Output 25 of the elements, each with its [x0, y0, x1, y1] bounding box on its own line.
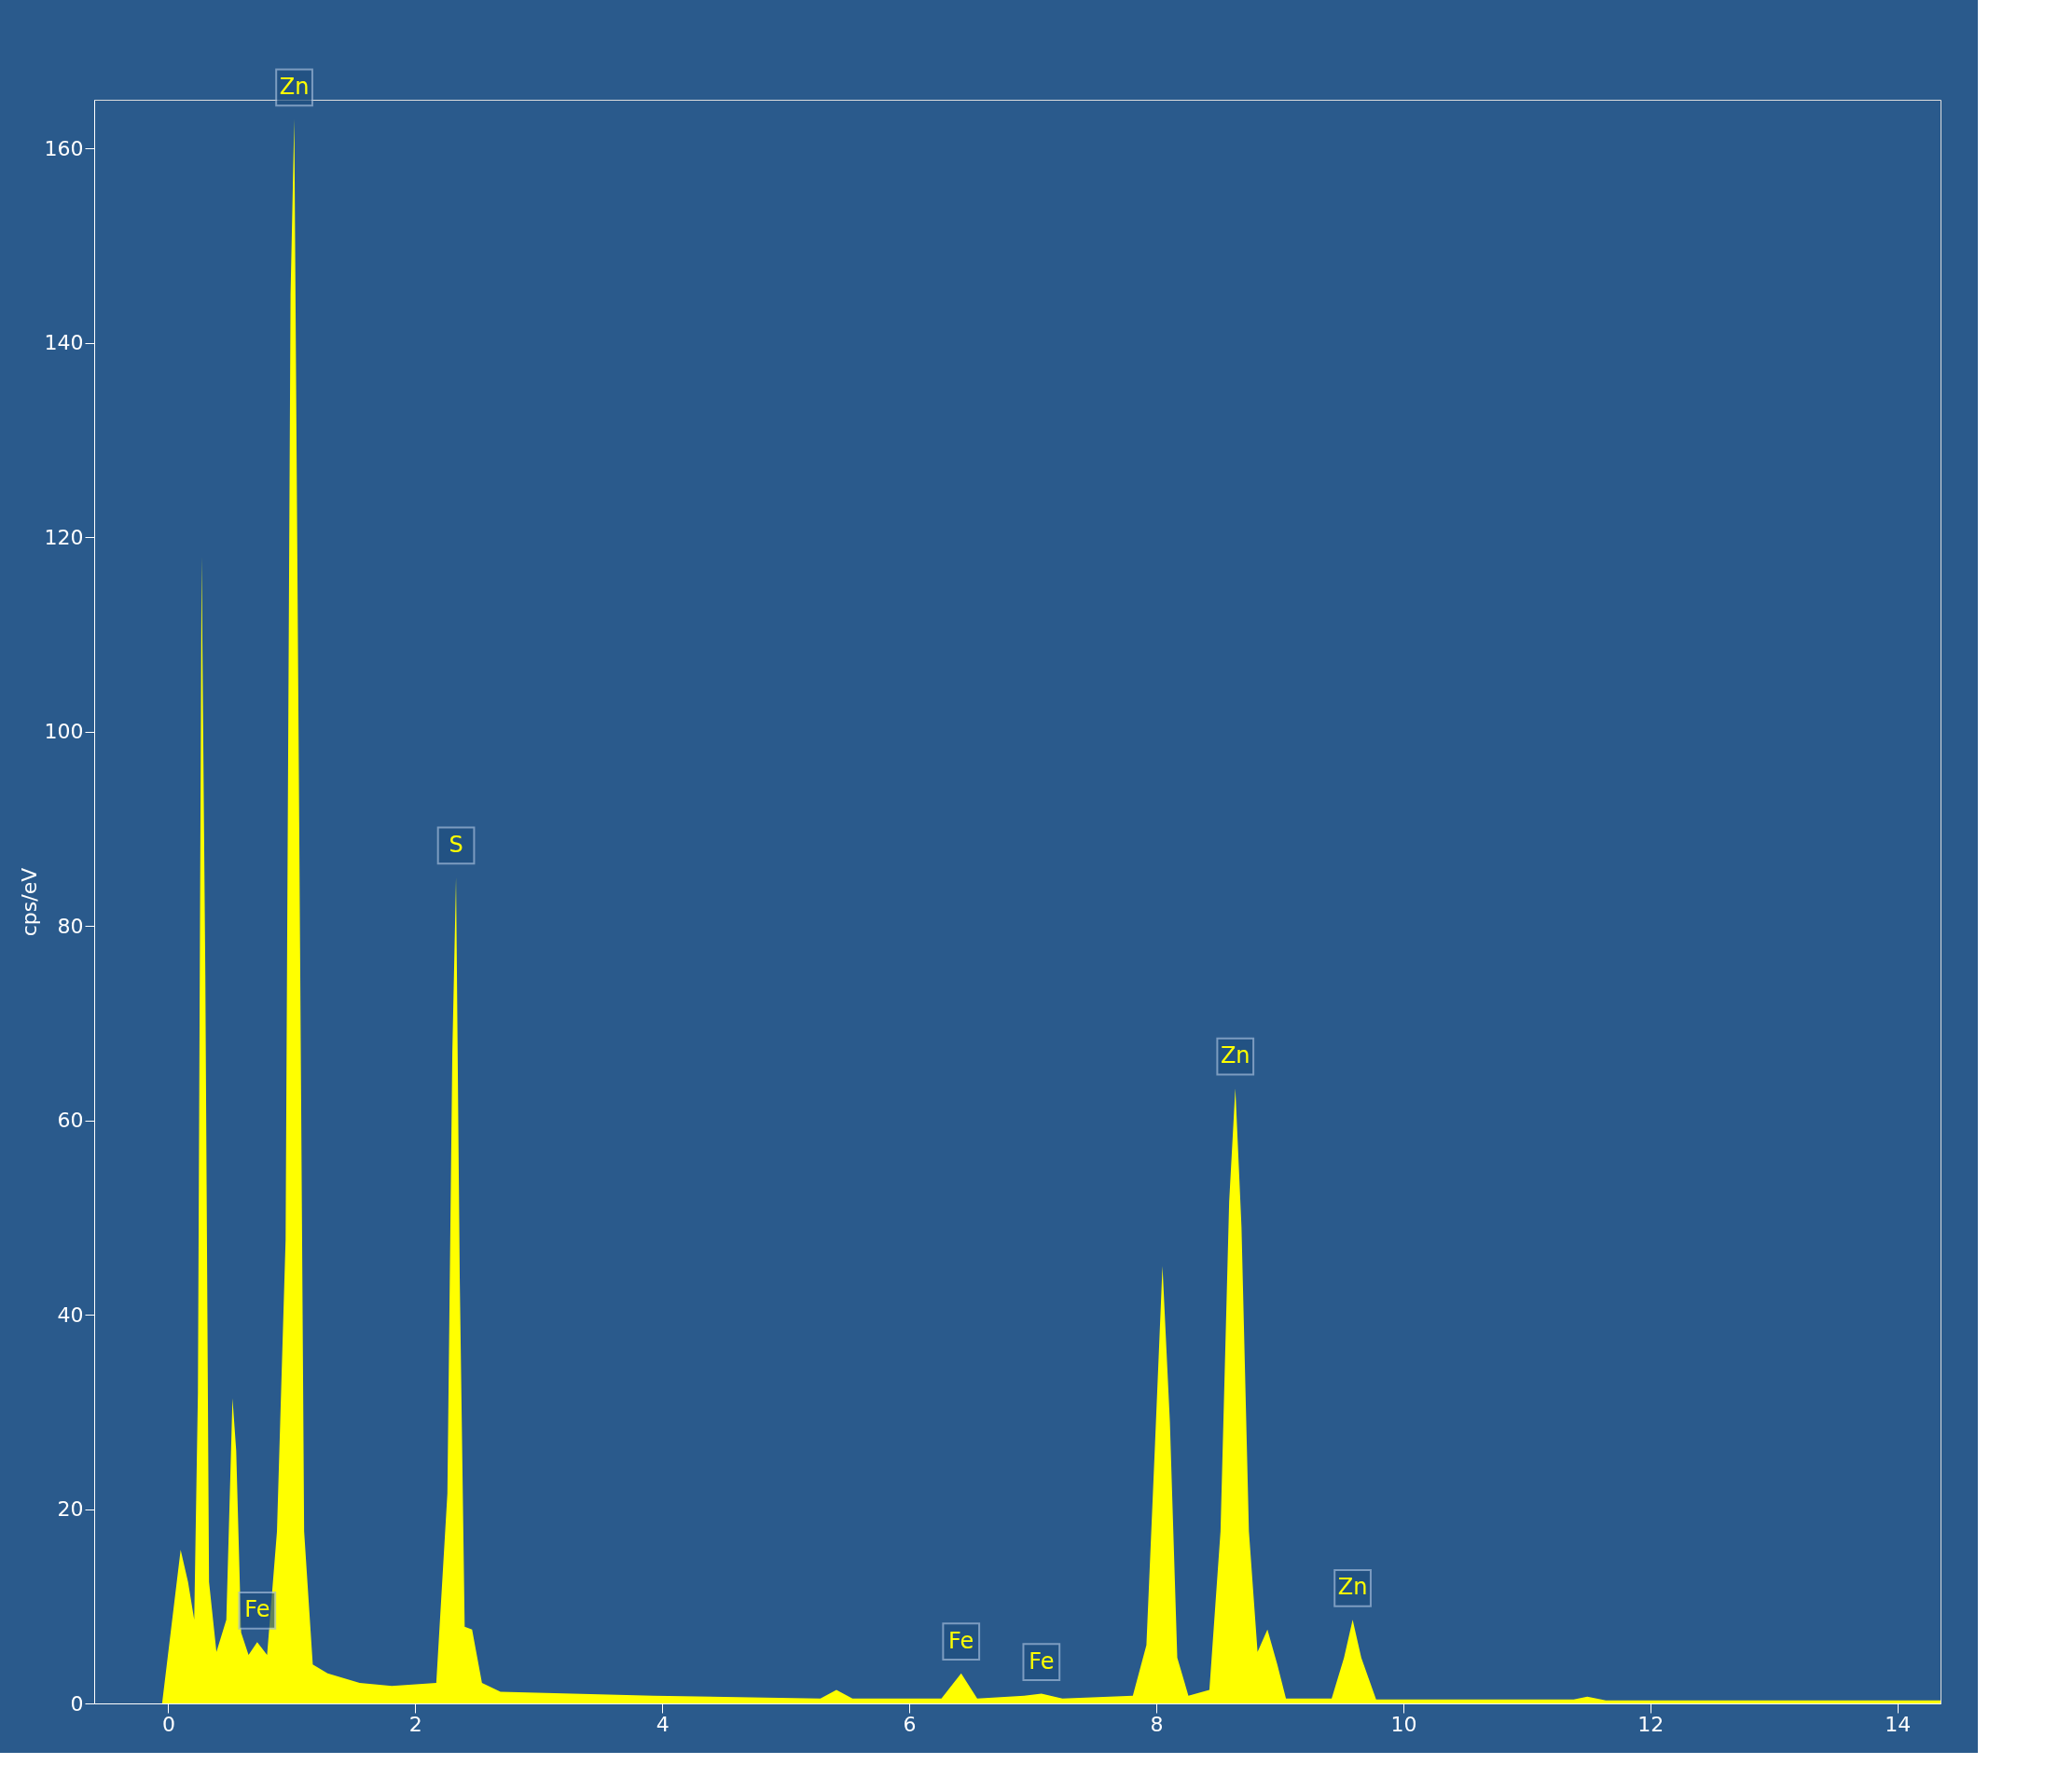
annotation: Fe	[244, 1596, 270, 1623]
y-tick-label: 40	[57, 1303, 84, 1327]
x-tick-label: 8	[1150, 1712, 1164, 1736]
annotation: Zn	[1337, 1574, 1368, 1601]
x-tick-label: 2	[408, 1712, 422, 1736]
y-tick-label: 100	[44, 720, 84, 744]
y-tick-label: 140	[44, 331, 84, 355]
x-tick-label: 6	[903, 1712, 917, 1736]
y-tick-label: 80	[57, 914, 84, 938]
y-tick-label: 0	[70, 1691, 84, 1716]
y-tick-label: 120	[44, 525, 84, 549]
annotation: Fe	[1029, 1647, 1055, 1675]
x-tick-label: 10	[1390, 1712, 1417, 1736]
x-tick-label: 12	[1637, 1712, 1665, 1736]
x-tick-label: 0	[161, 1712, 175, 1736]
annotation: Fe	[948, 1627, 974, 1654]
y-tick-label: 60	[57, 1109, 84, 1133]
y-tick-label: 160	[44, 136, 84, 160]
annotation: Zn	[279, 73, 310, 100]
annotation: Zn	[1220, 1042, 1250, 1069]
y-axis-title: cps/eV	[17, 867, 41, 937]
y-tick-label: 20	[57, 1497, 84, 1522]
x-tick-label: 4	[656, 1712, 670, 1736]
annotation: S	[449, 831, 463, 858]
x-tick-label: 14	[1885, 1712, 1912, 1736]
